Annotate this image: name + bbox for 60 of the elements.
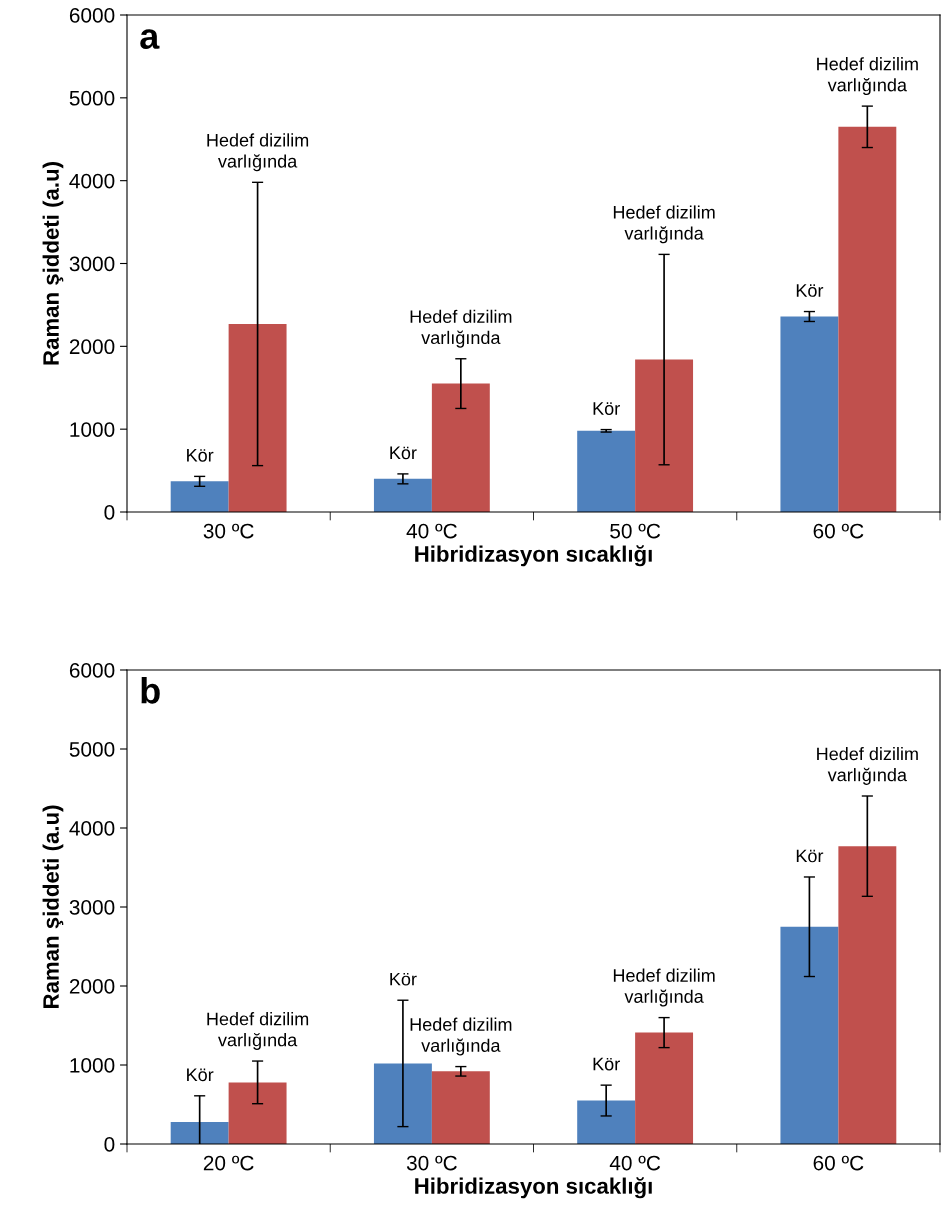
y-tick-label: 2000 (69, 979, 115, 994)
bar (228, 323, 287, 512)
y-tick-label: 1000 (70, 1058, 115, 1073)
bar (635, 1032, 694, 1144)
annotation: Hedef dizilim varlığında (613, 205, 715, 244)
bar (577, 1100, 636, 1144)
x-tick-label: 60 ºC (813, 1155, 864, 1171)
bar (373, 478, 432, 512)
bar (838, 126, 897, 512)
bar (838, 846, 897, 1144)
bar (170, 481, 229, 512)
bar (780, 926, 839, 1144)
bar (431, 383, 490, 512)
annotation: Kör (390, 972, 417, 986)
bar (780, 316, 839, 512)
annotation: Kör (187, 449, 214, 462)
y-tick-label: 6000 (69, 663, 115, 678)
annotation: Hedef dizilim varlığında (817, 747, 918, 785)
bar (170, 1121, 229, 1144)
y-tick-label: 4000 (69, 173, 115, 189)
annotation: Hedef dizilim varlığında (207, 133, 309, 172)
x-tick-label: 20 ºC (203, 1155, 254, 1171)
annotation: Kör (593, 1057, 620, 1071)
x-tick-label: 40 ºC (406, 523, 457, 539)
annotation: Hedef dizilim varlığında (613, 968, 715, 1007)
y-tick-label: 5000 (69, 742, 115, 757)
chart-title: a (140, 29, 160, 49)
bar (373, 1063, 432, 1144)
annotation: Kör (796, 284, 824, 297)
x-axis-title: Hibridizasyon sıcaklığı (415, 1177, 652, 1199)
annotation: Kör (390, 446, 417, 460)
y-tick-label: 3000 (69, 256, 115, 272)
y-tick-label: 4000 (69, 821, 115, 836)
x-axis-title: Hibridizasyon sıcaklığı (415, 545, 652, 567)
annotation: Hedef dizilim varlığında (207, 1012, 309, 1050)
y-axis-title: Raman şiddeti (a.u) (42, 162, 64, 365)
annotation: Hedef dizilim varlığında (817, 57, 918, 96)
y-tick-label: 0 (104, 1137, 115, 1152)
annotation: Kör (796, 849, 824, 863)
y-tick-label: 2000 (69, 339, 115, 355)
chart-title: b (141, 677, 160, 704)
annotation: Hedef dizilim varlığında (410, 309, 512, 348)
bar (577, 430, 636, 512)
x-tick-label: 60 ºC (813, 523, 864, 539)
y-tick-label: 5000 (69, 90, 115, 106)
x-tick-label: 30 ºC (406, 1155, 457, 1171)
annotation: Kör (593, 402, 620, 415)
annotation: Kör (187, 1068, 214, 1082)
x-tick-label: 50 ºC (610, 523, 661, 539)
y-tick-label: 0 (104, 505, 115, 520)
y-tick-label: 1000 (70, 422, 115, 437)
bar (635, 359, 694, 512)
y-axis-title: Raman şiddeti (a.u) (42, 805, 64, 1008)
bar (431, 1071, 490, 1144)
x-tick-label: 30 ºC (203, 523, 254, 539)
bar (228, 1082, 287, 1144)
y-tick-label: 3000 (69, 900, 115, 915)
annotation: Hedef dizilim varlığında (410, 1017, 512, 1056)
y-tick-label: 6000 (69, 8, 115, 23)
x-tick-label: 40 ºC (609, 1155, 661, 1171)
